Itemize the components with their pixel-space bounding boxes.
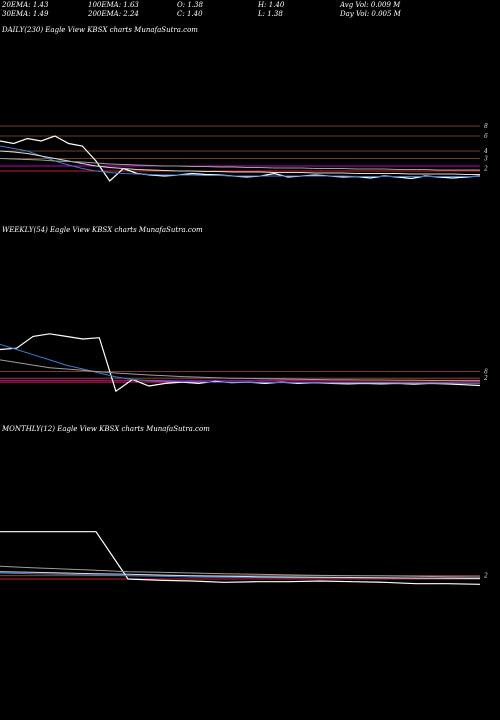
- stat-ema30: 30EMA: 1.49: [2, 10, 49, 18]
- y-tick-label-0: 2: [483, 573, 488, 580]
- stat-day-vol: Day Vol: 0.005 M: [340, 10, 401, 18]
- y-tick-label-1: 6: [484, 133, 488, 140]
- daily-chart-title: DAILY(230) Eagle View KBSX charts Munafa…: [2, 26, 198, 34]
- weekly-chart: 82: [0, 333, 488, 393]
- weekly-panel: WEEKLY(54) Eagle View KBSX charts Munafa…: [0, 226, 500, 416]
- stat-ema200: 200EMA: 2.24: [88, 10, 139, 18]
- stats-header: 20EMA: 1.43 100EMA: 1.63 O: 1.38 H: 1.40…: [0, 0, 500, 22]
- stat-close: C: 1.40: [177, 10, 203, 18]
- series-line-2: [0, 359, 480, 382]
- series-line-3: [0, 565, 481, 578]
- series-line-1: [0, 343, 480, 384]
- monthly-chart: 2: [0, 531, 488, 585]
- monthly-chart-title: MONTHLY(12) Eagle View KBSX charts Munaf…: [2, 425, 210, 433]
- daily-panel: DAILY(230) Eagle View KBSX charts Munafa…: [0, 26, 500, 216]
- series-line-2: [0, 571, 481, 580]
- y-tick-label-1: 2: [483, 375, 488, 382]
- y-tick-label-2: 4: [483, 148, 488, 155]
- stat-ema20: 20EMA: 1.43: [2, 1, 49, 9]
- monthly-panel: MONTHLY(12) Eagle View KBSX charts Munaf…: [0, 425, 500, 615]
- weekly-chart-title: WEEKLY(54) Eagle View KBSX charts Munafa…: [2, 226, 203, 234]
- series-line-0: [0, 531, 481, 585]
- stat-low: L: 1.38: [258, 10, 283, 18]
- stat-ema100: 100EMA: 1.63: [88, 1, 139, 9]
- y-tick-label-4: 2: [483, 166, 488, 173]
- series-line-1: [0, 145, 480, 177]
- series-line-3: [0, 158, 480, 171]
- y-tick-label-0: 8: [484, 123, 488, 130]
- y-tick-label-3: 3: [484, 156, 488, 163]
- stat-high: H: 1.40: [258, 1, 285, 9]
- stat-open: O: 1.38: [177, 1, 203, 9]
- daily-chart: 8 6 43 2: [0, 123, 488, 182]
- y-tick-label-0: 8: [484, 369, 488, 376]
- stat-avg-vol: Avg Vol: 0.009 M: [340, 1, 401, 9]
- series-line-2: [0, 150, 480, 175]
